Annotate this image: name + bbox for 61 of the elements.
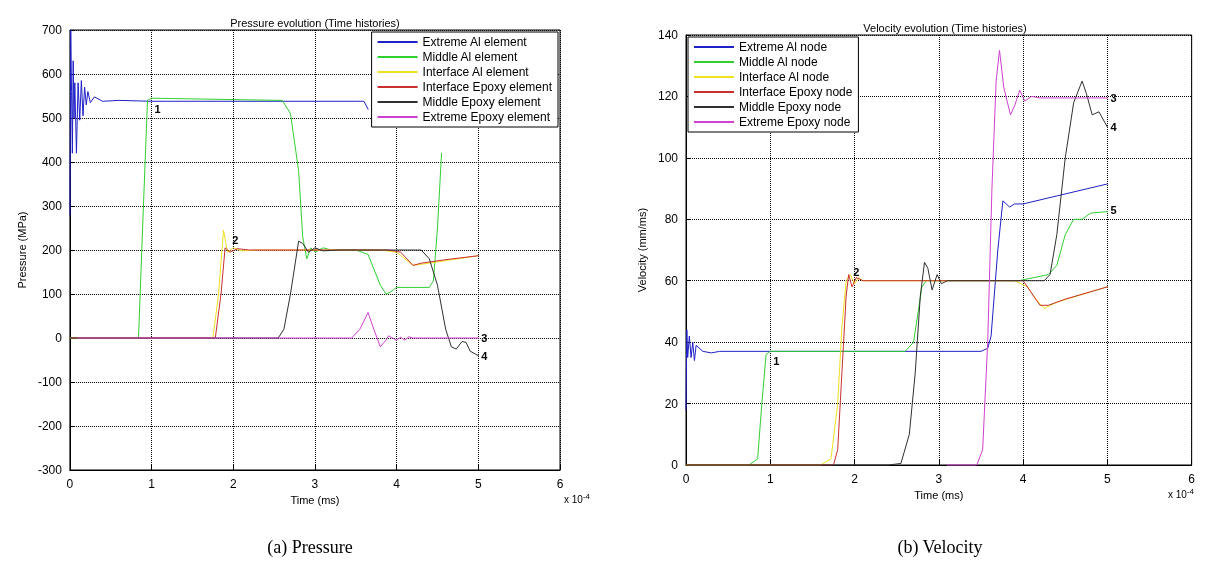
legend-label: Extreme Al node	[739, 40, 828, 54]
chart-title: Pressure evolution (Time histories)	[230, 16, 400, 29]
y-tick-label: 60	[664, 273, 679, 288]
annotation: 1	[154, 103, 161, 116]
y-tick-label: 0	[671, 458, 679, 472]
y-tick-label: 600	[41, 67, 63, 81]
legend-label: Middle Epoxy node	[739, 100, 842, 114]
chart-title: Velocity evolution (Time histories)	[863, 21, 1027, 34]
y-tick-label: 300	[41, 199, 63, 213]
y-tick-label: 40	[664, 335, 679, 350]
y-tick-label: -100	[37, 375, 63, 389]
x-tick-label: 4	[393, 477, 401, 491]
annotation: 4	[1110, 121, 1118, 134]
x-tick-label: 1	[766, 472, 774, 486]
y-tick-label: -200	[37, 419, 63, 433]
x-tick-label: 0	[682, 472, 690, 486]
text: (b) Velocity	[897, 537, 983, 558]
x-tick-label: 3	[935, 472, 943, 486]
legend-label: Extreme Epoxy element	[422, 110, 551, 124]
y-tick-label: 700	[41, 23, 63, 37]
x-tick-label: 4	[1019, 472, 1027, 486]
text: (a) Pressure	[267, 537, 353, 558]
y-tick-label: 80	[664, 212, 679, 227]
y-tick-label: 100	[657, 150, 679, 165]
legend-label: Middle Al node	[739, 55, 819, 69]
annotation: 3	[481, 332, 488, 344]
legend-label: Interface Al element	[422, 65, 530, 79]
annotation: 1	[773, 354, 780, 367]
legend-label: Interface Al node	[739, 70, 830, 84]
x-tick-label: 0	[66, 477, 74, 491]
y-tick-label: -300	[37, 463, 63, 477]
legend-label: Middle Al element	[422, 50, 518, 64]
annotation: 2	[232, 234, 239, 247]
x-tick-label: 6	[1188, 472, 1196, 486]
annotation: 4	[481, 349, 489, 362]
x-tick-label: 1	[148, 477, 156, 491]
annotation: 3	[1110, 91, 1117, 104]
y-tick-label: 140	[657, 28, 679, 42]
y-tick-label: 200	[41, 243, 63, 257]
legend-label: Extreme Al element	[422, 35, 528, 49]
y-axis-title: Pressure (MPa)	[15, 211, 28, 289]
annotation: 5	[1110, 204, 1117, 217]
y-tick-label: 20	[664, 396, 679, 411]
y-tick-label: 400	[41, 155, 63, 169]
y-tick-label: 120	[657, 89, 679, 104]
legend-label: Interface Epoxy node	[739, 85, 853, 99]
x-axis-title: Time (ms)	[914, 489, 964, 502]
x-tick-label: 5	[474, 477, 482, 491]
x-axis-title: Time (ms)	[290, 494, 340, 507]
y-tick-label: 0	[55, 331, 63, 345]
x-tick-label: 2	[851, 472, 859, 486]
y-axis-title: Velocity (mm/ms)	[635, 207, 648, 293]
x-tick-label: 5	[1104, 472, 1112, 486]
legend-label: Extreme Epoxy node	[739, 115, 851, 129]
y-tick-label: 100	[41, 287, 63, 301]
x-tick-label: 2	[229, 477, 237, 491]
y-tick-label: 500	[41, 111, 63, 125]
legend-label: Middle Epoxy element	[422, 95, 542, 109]
x-tick-label: 3	[311, 477, 319, 491]
x-tick-label: 6	[556, 477, 564, 491]
legend-label: Interface Epoxy element	[422, 80, 553, 94]
